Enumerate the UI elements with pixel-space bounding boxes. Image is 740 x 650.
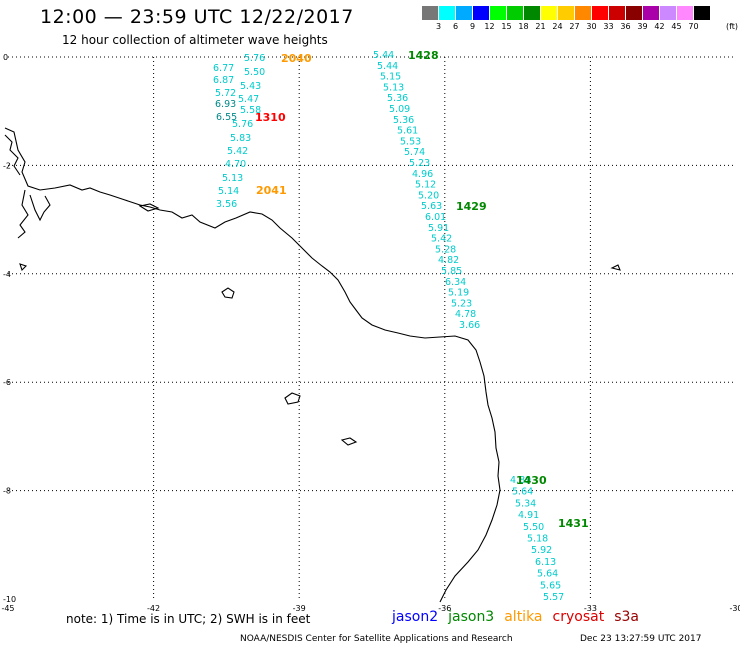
- islet-west: [20, 264, 26, 270]
- lat-tick-label: -8: [3, 487, 11, 496]
- credit-text: NOAA/NESDIS Center for Satellite Applica…: [240, 634, 513, 644]
- pass-time-label: 1429: [456, 200, 487, 213]
- island-3: [342, 438, 356, 445]
- wave-height-value: 5.13: [383, 82, 404, 93]
- wave-height-value: 6.34: [445, 277, 466, 288]
- wave-height-value: 5.50: [244, 67, 265, 78]
- wave-height-value: 5.15: [380, 72, 401, 83]
- wave-height-value: 5.85: [441, 266, 462, 277]
- wave-height-value: 5.72: [215, 88, 236, 99]
- wave-height-value: 4.82: [438, 255, 459, 266]
- wave-height-value: 5.76: [232, 119, 253, 130]
- wave-height-value: 4.96: [412, 169, 433, 180]
- wave-height-value: 5.23: [451, 298, 472, 309]
- wave-height-value: 5.42: [227, 146, 248, 157]
- satellite-name: altika: [504, 609, 542, 625]
- lon-tick-label: -45: [1, 604, 14, 613]
- lon-tick-label: -30: [729, 604, 740, 613]
- wave-height-value: 4.70: [225, 159, 246, 170]
- altimeter-track-3: 4.895.645.344.915.505.185.926.135.645.65…: [510, 475, 564, 603]
- footer: NOAA/NESDIS Center for Satellite Applica…: [240, 634, 513, 644]
- wave-height-value: 5.83: [230, 133, 251, 144]
- wave-height-value: 5.65: [540, 580, 561, 591]
- wave-height-value: 6.93: [215, 99, 236, 110]
- pass-time-label: 2041: [256, 184, 287, 197]
- wave-height-value: 5.19: [448, 288, 469, 299]
- pass-time-label: 1430: [516, 474, 547, 487]
- wave-height-value: 5.74: [404, 147, 425, 158]
- axis-labels: -45 -42 -39 -36 -33 -30 0 -2 -4 -6 -8 -10: [1, 53, 740, 613]
- wave-height-value: 5.76: [244, 53, 265, 64]
- islet-east: [612, 265, 620, 270]
- coast-detail-north: [5, 135, 50, 238]
- wave-height-value: 5.13: [222, 173, 243, 184]
- satellite-name: s3a: [614, 609, 639, 625]
- wave-height-value: 5.23: [409, 158, 430, 169]
- satellite-legend: jason2 jason3 altika cryosat s3a: [392, 609, 649, 625]
- wave-height-value: 5.47: [238, 94, 259, 105]
- wave-height-value: 4.78: [455, 309, 476, 320]
- wave-height-value: 3.66: [459, 320, 480, 331]
- wave-height-value: 5.28: [435, 244, 456, 255]
- wave-height-value: 5.36: [387, 93, 408, 104]
- satellite-name: jason3: [448, 609, 494, 625]
- wave-height-value: 6.77: [213, 63, 234, 74]
- wave-height-value: 5.53: [400, 136, 421, 147]
- wave-height-map: -45 -42 -39 -36 -33 -300-2-4-6-8-10 5.766.77 5…: [0, 0, 740, 650]
- wave-height-value: 5.64: [512, 487, 533, 498]
- wave-height-value: 5.09: [389, 104, 410, 115]
- wave-height-value: 5.18: [527, 534, 548, 545]
- wave-height-value: 5.34: [515, 498, 536, 509]
- wave-height-value: 6.01: [425, 212, 446, 223]
- satellite-name: jason2: [392, 609, 438, 625]
- lat-tick-label: 0: [3, 53, 8, 62]
- pass-time-label: 1310: [255, 111, 286, 124]
- wave-height-value: 6.87: [213, 75, 234, 86]
- island-2: [285, 393, 300, 404]
- lat-tick-label: -2: [3, 161, 11, 170]
- altimeter-track-2: 5.445.445.155.135.365.095.365.615.535.74…: [373, 50, 480, 331]
- lat-tick-label: -4: [3, 270, 11, 279]
- wave-height-value: 5.91: [428, 223, 449, 234]
- wave-height-value: 5.50: [523, 522, 544, 533]
- wave-height-value: 5.44: [377, 61, 398, 72]
- wave-height-value: 3.56: [216, 199, 237, 210]
- satellite-name: cryosat: [553, 609, 605, 625]
- timestamp-text: Dec 23 13:27:59 UTC 2017: [580, 634, 701, 644]
- wave-height-value: 5.61: [397, 126, 418, 137]
- wave-height-value: 5.57: [543, 592, 564, 603]
- wave-height-value: 5.43: [240, 81, 261, 92]
- wave-height-value: 5.63: [421, 201, 442, 212]
- note-text: note: 1) Time is in UTC; 2) SWH is in fe…: [66, 612, 310, 626]
- lat-tick-label: -6: [3, 378, 11, 387]
- lat-tick-label: -10: [3, 595, 16, 604]
- wave-height-value: 5.64: [537, 569, 558, 580]
- wave-height-value: 5.42: [431, 234, 452, 245]
- pass-time-label: 2040: [281, 52, 312, 65]
- wave-height-value: 5.12: [415, 180, 436, 191]
- wave-height-value: 6.13: [535, 557, 556, 568]
- wave-height-value: 4.91: [518, 510, 539, 521]
- pass-labels: 2040 1310 2041 1428 1429 1430 1431: [255, 49, 589, 530]
- lat-lon-grid: [8, 57, 736, 599]
- pass-time-label: 1431: [558, 517, 589, 530]
- wave-height-value: 5.36: [393, 115, 414, 126]
- wave-height-value: 5.44: [373, 50, 394, 61]
- wave-height-value: 5.14: [218, 186, 239, 197]
- wave-height-value: 5.92: [531, 545, 552, 556]
- wave-height-value: 5.20: [418, 190, 439, 201]
- island-4: [140, 204, 158, 211]
- pass-time-label: 1428: [408, 49, 439, 62]
- island-1: [222, 288, 234, 298]
